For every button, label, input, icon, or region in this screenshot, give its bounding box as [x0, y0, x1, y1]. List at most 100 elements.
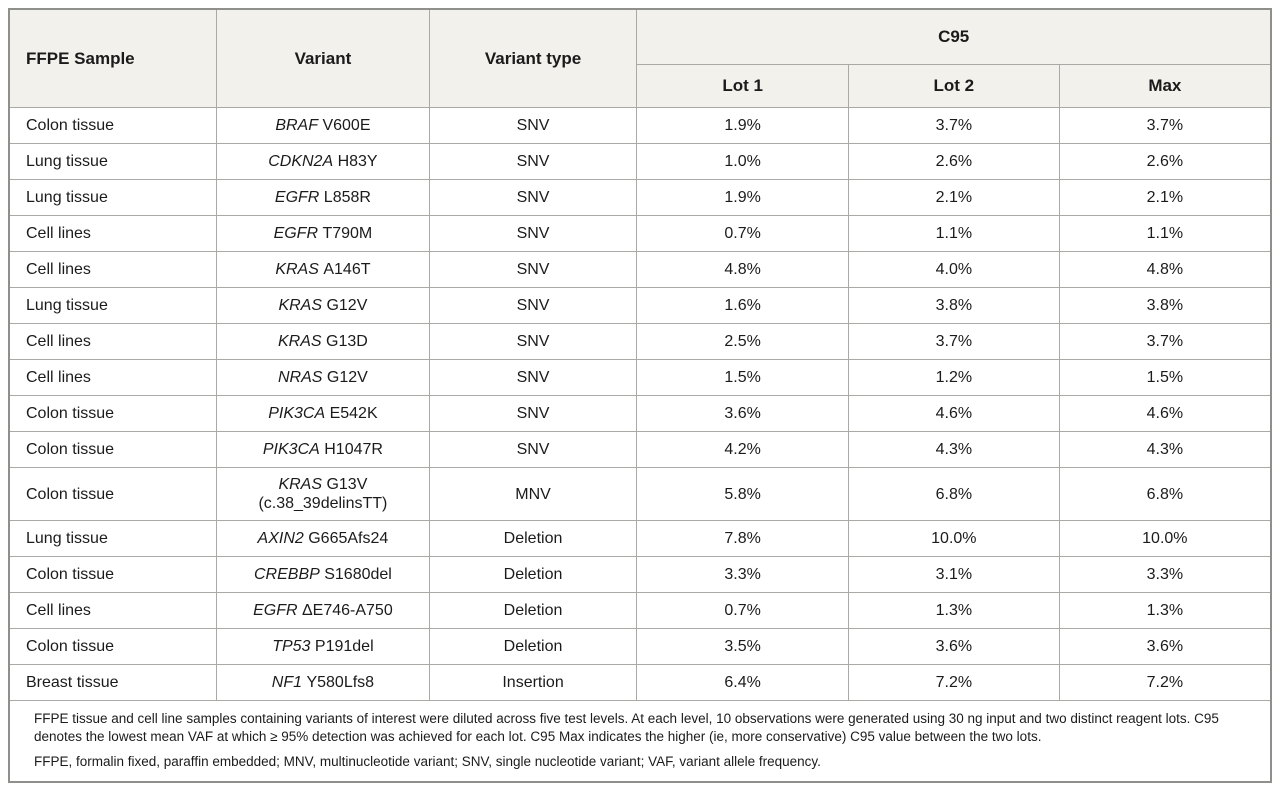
variant-cell: KRAS A146T [216, 251, 430, 288]
table-row: Cell lines KRAS G13D SNV 2.5% 3.7% 3.7% [8, 323, 1272, 360]
variant-type-cell: Deletion [428, 556, 638, 593]
ffpe-sample-cell: Lung tissue [8, 520, 218, 557]
c95-lot2-cell: 1.3% [847, 592, 1060, 629]
variant-type-cell: SNV [428, 359, 638, 396]
c95-lot2-cell: 3.1% [847, 556, 1060, 593]
table-header: FFPE Sample Variant Variant type C95 Lot… [8, 8, 1272, 108]
table-row: Lung tissue AXIN2 G665Afs24 Deletion 7.8… [8, 520, 1272, 557]
c95-lot2-cell: 7.2% [847, 664, 1060, 701]
c95-max-cell: 10.0% [1058, 520, 1272, 557]
c95-lot1-cell: 1.0% [636, 143, 849, 180]
c95-max-cell: 2.1% [1058, 179, 1272, 216]
variant-type-cell: SNV [428, 251, 638, 288]
c95-max-cell: 6.8% [1058, 467, 1272, 521]
c95-max-cell: 4.6% [1058, 395, 1272, 432]
c95-lot1-cell: 3.6% [636, 395, 849, 432]
variant-type-cell: SNV [428, 395, 638, 432]
table-row: Cell lines NRAS G12V SNV 1.5% 1.2% 1.5% [8, 359, 1272, 396]
variant-type-cell: SNV [428, 143, 638, 180]
variant-type-cell: Insertion [428, 664, 638, 701]
c95-lot2-cell: 10.0% [847, 520, 1060, 557]
ffpe-sample-cell: Lung tissue [8, 179, 218, 216]
variant-cell: TP53 P191del [216, 628, 430, 665]
mutation-label: A146T [318, 261, 371, 278]
ffpe-sample-cell: Colon tissue [8, 395, 218, 432]
variant-cell: KRAS G13V (c.38_39delinsTT) [216, 467, 430, 521]
ffpe-sample-cell: Colon tissue [8, 628, 218, 665]
mutation-label: H1047R [319, 441, 383, 458]
col-header-c95-group: C95 [636, 8, 1272, 65]
c95-max-cell: 2.6% [1058, 143, 1272, 180]
mutation-label: P191del [310, 638, 374, 655]
c95-max-cell: 3.6% [1058, 628, 1272, 665]
variant-type-cell: Deletion [428, 520, 638, 557]
table-row: Colon tissue CREBBP S1680del Deletion 3.… [8, 556, 1272, 593]
gene-name: NF1 [271, 674, 302, 691]
mutation-label: S1680del [319, 566, 392, 583]
gene-name: PIK3CA [262, 441, 320, 458]
variant-cell: AXIN2 G665Afs24 [216, 520, 430, 557]
ffpe-sample-cell: Cell lines [8, 215, 218, 252]
c95-max-cell: 3.7% [1058, 107, 1272, 144]
c95-lot2-cell: 3.7% [847, 323, 1060, 360]
c95-lot2-cell: 3.8% [847, 287, 1060, 324]
gene-name: PIK3CA [268, 405, 326, 422]
c95-lot1-cell: 4.2% [636, 431, 849, 468]
variant-type-cell: MNV [428, 467, 638, 521]
table-row: Lung tissue KRAS G12V SNV 1.6% 3.8% 3.8% [8, 287, 1272, 324]
c95-lot2-cell: 4.6% [847, 395, 1060, 432]
c95-lot2-cell: 2.1% [847, 179, 1060, 216]
c95-lot1-cell: 0.7% [636, 592, 849, 629]
col-header-max: Max [1058, 64, 1272, 108]
table-row: Cell lines KRAS A146T SNV 4.8% 4.0% 4.8% [8, 251, 1272, 288]
col-header-variant: Variant [216, 8, 430, 108]
c95-results-table: FFPE Sample Variant Variant type C95 Lot… [8, 8, 1272, 784]
ffpe-sample-cell: Lung tissue [8, 287, 218, 324]
c95-lot2-cell: 1.2% [847, 359, 1060, 396]
col-header-variant-type: Variant type [428, 8, 638, 108]
c95-lot1-cell: 3.5% [636, 628, 849, 665]
variant-cell: BRAF V600E [216, 107, 430, 144]
c95-max-cell: 1.1% [1058, 215, 1272, 252]
gene-name: TP53 [272, 638, 311, 655]
mutation-label: V600E [318, 117, 371, 134]
mutation-label: T790M [318, 225, 373, 242]
mutation-label: G13D [321, 333, 368, 350]
c95-lot1-cell: 1.5% [636, 359, 849, 396]
variant-cell: NRAS G12V [216, 359, 430, 396]
ffpe-sample-cell: Cell lines [8, 359, 218, 396]
c95-lot1-cell: 0.7% [636, 215, 849, 252]
ffpe-sample-cell: Colon tissue [8, 467, 218, 521]
c95-lot1-cell: 5.8% [636, 467, 849, 521]
col-header-lot2: Lot 2 [847, 64, 1060, 108]
c95-lot2-cell: 2.6% [847, 143, 1060, 180]
table-row: Lung tissue EGFR L858R SNV 1.9% 2.1% 2.1… [8, 179, 1272, 216]
c95-lot1-cell: 1.6% [636, 287, 849, 324]
ffpe-sample-cell: Colon tissue [8, 431, 218, 468]
c95-lot1-cell: 6.4% [636, 664, 849, 701]
variant-type-cell: SNV [428, 107, 638, 144]
footnote-block: FFPE tissue and cell line samples contai… [8, 700, 1272, 783]
ffpe-sample-cell: Cell lines [8, 251, 218, 288]
c95-lot2-cell: 4.3% [847, 431, 1060, 468]
c95-lot1-cell: 1.9% [636, 107, 849, 144]
table-row: Colon tissue PIK3CA E542K SNV 3.6% 4.6% … [8, 395, 1272, 432]
variant-cell: KRAS G13D [216, 323, 430, 360]
c95-lot1-cell: 3.3% [636, 556, 849, 593]
variant-type-cell: SNV [428, 215, 638, 252]
mutation-label: H83Y [333, 153, 378, 170]
c95-lot1-cell: 4.8% [636, 251, 849, 288]
ffpe-sample-cell: Colon tissue [8, 107, 218, 144]
gene-name: KRAS [278, 476, 323, 493]
gene-name: EGFR [273, 225, 319, 242]
variant-cell: PIK3CA H1047R [216, 431, 430, 468]
c95-max-cell: 4.3% [1058, 431, 1272, 468]
gene-name: EGFR [253, 602, 298, 619]
table-row: Colon tissue PIK3CA H1047R SNV 4.2% 4.3%… [8, 431, 1272, 468]
c95-max-cell: 1.3% [1058, 592, 1272, 629]
table-row: Colon tissue KRAS G13V (c.38_39delinsTT) … [8, 467, 1272, 521]
gene-name: CDKN2A [268, 153, 334, 170]
c95-lot2-cell: 6.8% [847, 467, 1060, 521]
mutation-label: G13V [322, 476, 368, 493]
footnote-abbreviations: FFPE, formalin fixed, paraffin embedded;… [34, 753, 821, 769]
